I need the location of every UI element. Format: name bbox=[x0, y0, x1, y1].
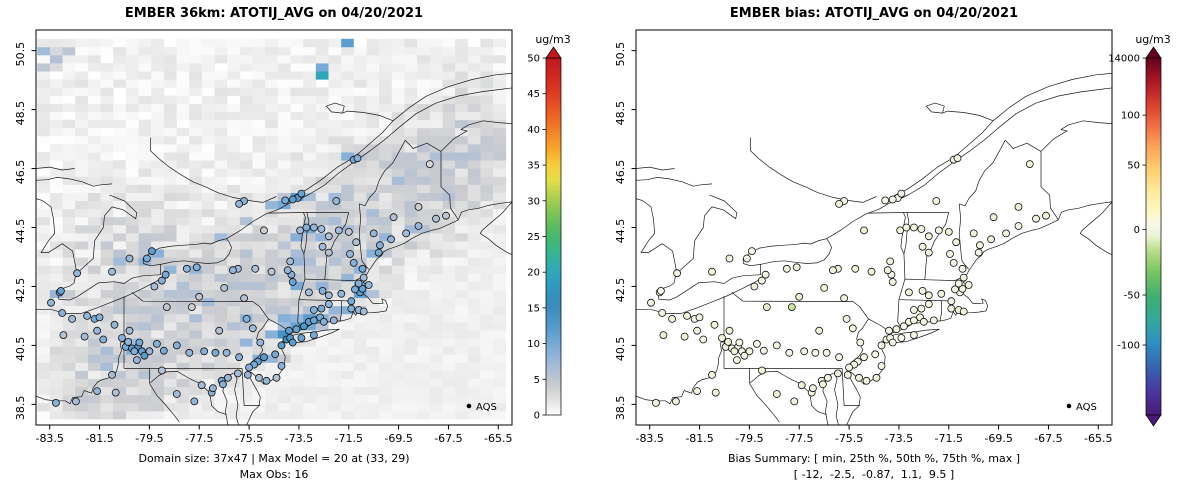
svg-text:48.5: 48.5 bbox=[14, 101, 27, 126]
svg-text:-65.5: -65.5 bbox=[1084, 432, 1112, 445]
model-caption-maxobs: Max Obs: 16 bbox=[239, 468, 309, 481]
station-markers bbox=[47, 154, 450, 407]
svg-text:-81.5: -81.5 bbox=[685, 432, 713, 445]
axes: -83.5 -81.5 -79.5 -77.5 -75.5 -73.5 -71.5 -69.5… bbox=[614, 29, 1113, 445]
bias-caption-summary-values: [ -12, -2.5, -0.87, 1.1, 9.5 ] bbox=[793, 468, 955, 481]
svg-text:46.5: 46.5 bbox=[614, 160, 627, 185]
svg-text:0: 0 bbox=[1134, 225, 1140, 236]
model-map-layers bbox=[36, 38, 512, 425]
svg-text:-83.5: -83.5 bbox=[35, 432, 63, 445]
svg-text:0: 0 bbox=[534, 411, 540, 422]
svg-text:45: 45 bbox=[527, 89, 540, 100]
svg-text:42.5: 42.5 bbox=[14, 278, 27, 303]
bias-map-layers bbox=[636, 73, 1112, 425]
svg-text:40.5: 40.5 bbox=[614, 337, 627, 362]
svg-text:-67.5: -67.5 bbox=[434, 432, 462, 445]
svg-text:-73.5: -73.5 bbox=[885, 432, 913, 445]
bias-map-plot: -83.5 -81.5 -79.5 -77.5 -75.5 -73.5 -71.5 -69.5… bbox=[614, 29, 1162, 445]
svg-text:-73.5: -73.5 bbox=[285, 432, 313, 445]
svg-text:-69.5: -69.5 bbox=[384, 432, 412, 445]
colorbar: 0 5 10 15 20 25 30 35 40 45 50 bbox=[527, 46, 562, 422]
aqs-legend: AQS bbox=[466, 402, 497, 413]
svg-text:10: 10 bbox=[527, 339, 540, 350]
svg-text:-83.5: -83.5 bbox=[635, 432, 663, 445]
svg-text:50.5: 50.5 bbox=[614, 42, 627, 66]
svg-text:-69.5: -69.5 bbox=[984, 432, 1012, 445]
svg-text:14000: 14000 bbox=[1108, 54, 1140, 65]
svg-text:44.5: 44.5 bbox=[14, 219, 27, 244]
svg-text:-77.5: -77.5 bbox=[785, 432, 813, 445]
map-boundaries bbox=[636, 73, 1112, 425]
svg-text:50.5: 50.5 bbox=[14, 42, 27, 66]
svg-text:-75.5: -75.5 bbox=[835, 432, 863, 445]
svg-text:50: 50 bbox=[1127, 161, 1140, 172]
axes: -83.5 -81.5 -79.5 -77.5 -75.5 -73.5 -71.5 -69.5… bbox=[14, 29, 513, 445]
model-map-plot: -83.5 -81.5 -79.5 -77.5 -75.5 -73.5 -71.5 -69.5… bbox=[14, 29, 562, 445]
svg-text:25: 25 bbox=[527, 232, 540, 243]
model-caption-domain: Domain size: 37x47 | Max Model = 20 at (… bbox=[138, 452, 410, 465]
svg-text:42.5: 42.5 bbox=[614, 278, 627, 303]
colorbar: 14000 100 50 0 -50 -100 bbox=[1108, 46, 1162, 427]
panel-model: -83.5 -81.5 -79.5 -77.5 -75.5 -73.5 -71.5 -69.5… bbox=[14, 6, 571, 481]
svg-text:44.5: 44.5 bbox=[614, 219, 627, 244]
station-markers bbox=[647, 154, 1050, 407]
svg-text:-75.5: -75.5 bbox=[235, 432, 263, 445]
bias-colorbar-unit-label: ug/m3 bbox=[1135, 33, 1171, 46]
svg-text:-71.5: -71.5 bbox=[335, 432, 363, 445]
raster-layer bbox=[37, 38, 507, 420]
svg-text:AQS: AQS bbox=[476, 402, 497, 413]
svg-text:30: 30 bbox=[527, 196, 540, 207]
svg-text:-67.5: -67.5 bbox=[1034, 432, 1062, 445]
svg-text:-50: -50 bbox=[1124, 291, 1140, 302]
svg-text:48.5: 48.5 bbox=[614, 101, 627, 126]
svg-text:50: 50 bbox=[527, 54, 540, 65]
svg-text:-100: -100 bbox=[1117, 341, 1140, 352]
aqs-legend: AQS bbox=[1066, 402, 1097, 413]
svg-text:46.5: 46.5 bbox=[14, 160, 27, 185]
svg-text:-71.5: -71.5 bbox=[935, 432, 963, 445]
model-title: EMBER 36km: ATOTIJ_AVG on 04/20/2021 bbox=[124, 6, 424, 21]
svg-text:35: 35 bbox=[527, 161, 540, 172]
svg-text:5: 5 bbox=[534, 375, 540, 386]
svg-text:38.5: 38.5 bbox=[614, 396, 627, 421]
bias-caption-summary-header: Bias Summary: [ min, 25th %, 50th %, 75t… bbox=[727, 452, 1021, 465]
bias-title: EMBER bias: ATOTIJ_AVG on 04/20/2021 bbox=[729, 6, 1019, 21]
svg-text:-79.5: -79.5 bbox=[735, 432, 763, 445]
svg-text:20: 20 bbox=[527, 268, 540, 279]
svg-text:AQS: AQS bbox=[1076, 402, 1097, 413]
svg-text:-77.5: -77.5 bbox=[185, 432, 213, 445]
svg-text:15: 15 bbox=[527, 303, 540, 314]
svg-text:100: 100 bbox=[1121, 111, 1140, 122]
svg-text:40: 40 bbox=[527, 125, 540, 136]
svg-text:40.5: 40.5 bbox=[14, 337, 27, 362]
svg-text:-79.5: -79.5 bbox=[135, 432, 163, 445]
panel-bias: -83.5 -81.5 -79.5 -77.5 -75.5 -73.5 -71.5 -69.5… bbox=[600, 0, 1200, 502]
svg-text:-65.5: -65.5 bbox=[484, 432, 512, 445]
svg-text:-81.5: -81.5 bbox=[85, 432, 113, 445]
model-colorbar-unit-label: ug/m3 bbox=[535, 33, 571, 46]
svg-text:38.5: 38.5 bbox=[14, 396, 27, 421]
